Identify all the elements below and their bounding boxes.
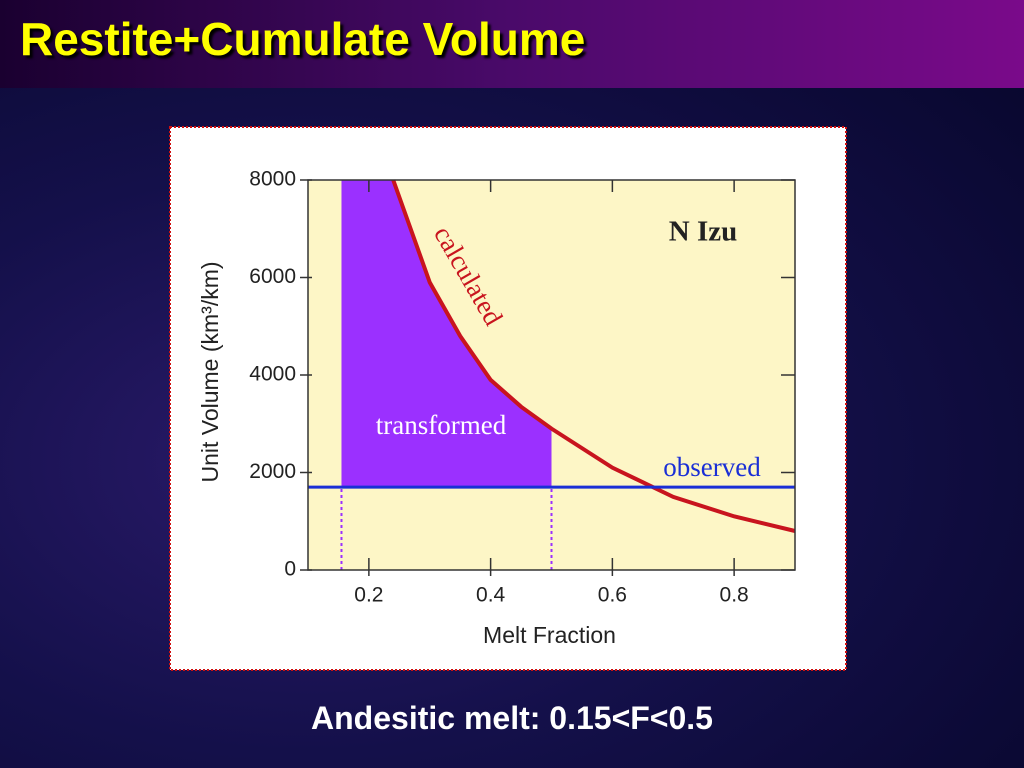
x-tick-label: 0.2 [354,584,383,607]
x-axis-label: Melt Fraction [483,622,616,648]
annotation: N Izu [669,216,737,248]
y-tick-label: 4000 [249,363,296,386]
x-tick-label: 0.8 [720,584,749,607]
x-tick-label: 0.4 [476,584,506,607]
line [391,179,796,533]
caption: Andesitic melt: 0.15<F<0.5 [311,700,713,736]
y-tick-label: 8000 [249,168,296,191]
series-label: observed [663,452,761,482]
title-bar [0,0,1024,88]
slide-title: Restite+Cumulate Volume [20,13,586,65]
y-tick-label: 2000 [249,460,296,483]
y-tick-label: 0 [284,558,296,581]
y-axis-label: Unit Volume (km³/km) [197,261,223,482]
x-tick-label: 0.6 [598,584,627,607]
series-label: transformed [376,410,507,440]
y-tick-label: 6000 [249,265,296,288]
area [341,180,552,488]
